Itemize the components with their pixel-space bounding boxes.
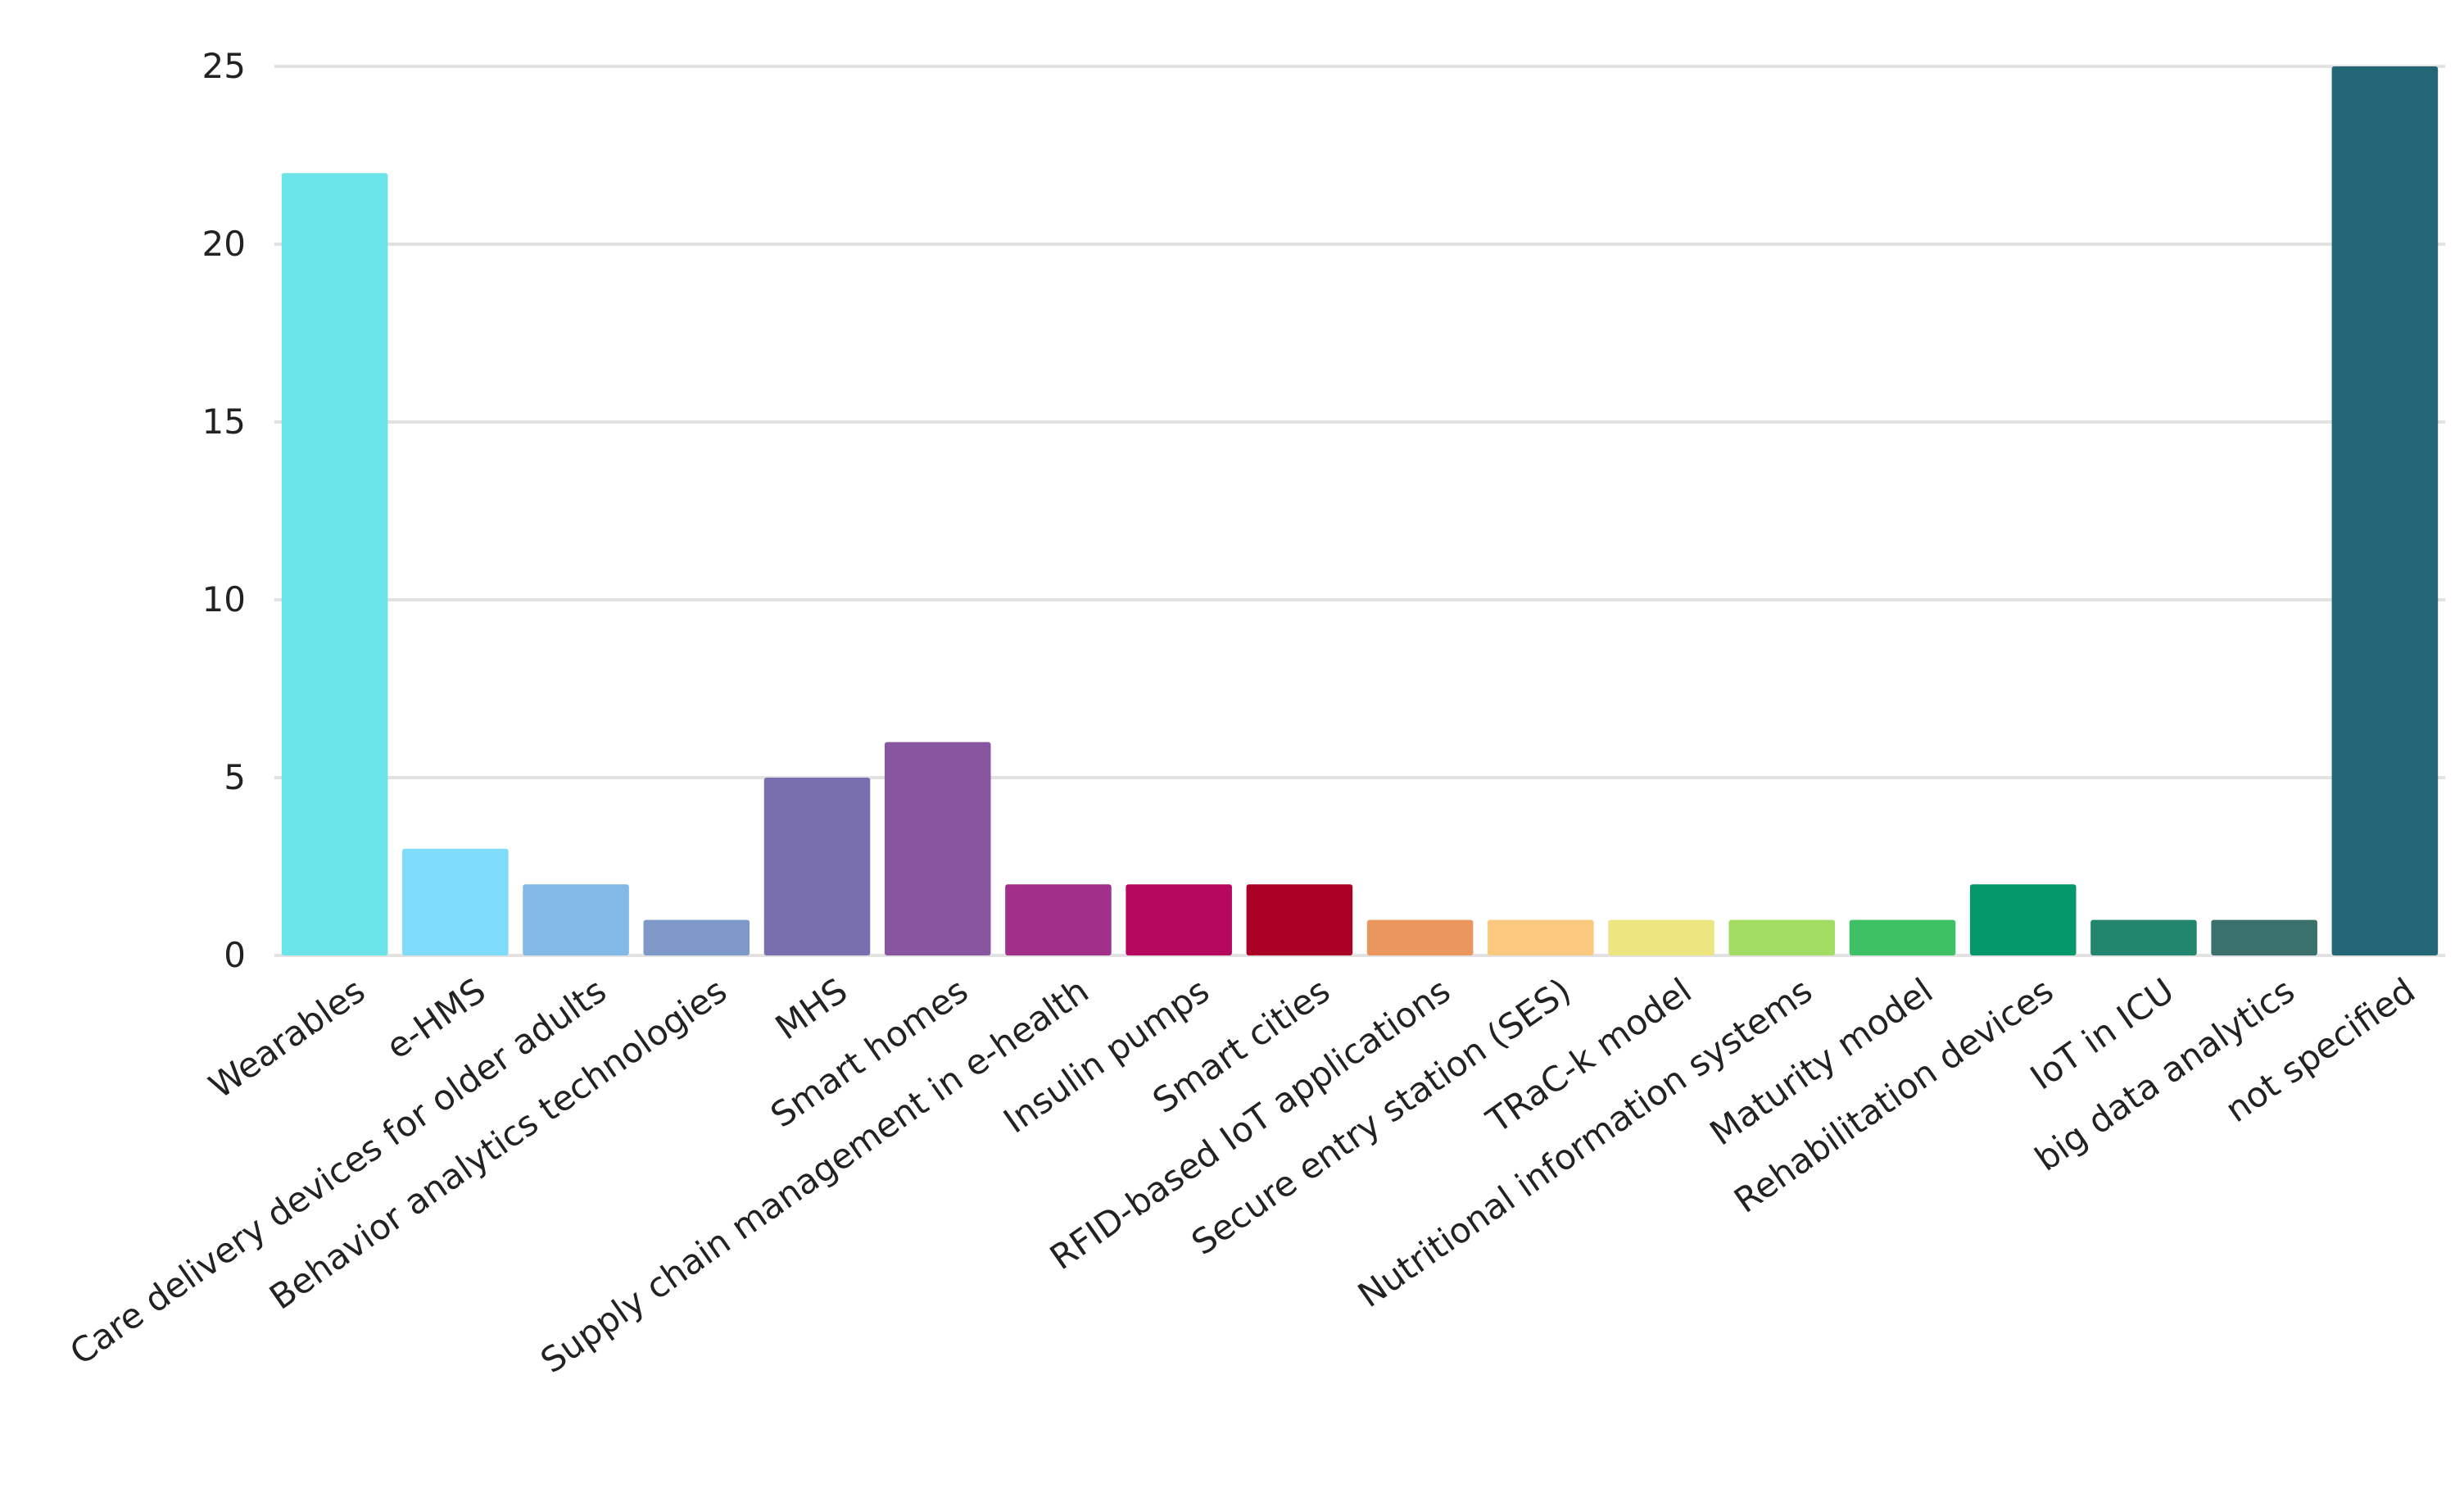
bar xyxy=(2211,919,2317,955)
bar xyxy=(1849,919,1956,955)
bar xyxy=(763,778,871,955)
x-tick-label: Wearables xyxy=(202,970,372,1106)
bar xyxy=(884,742,991,955)
bar xyxy=(1246,884,1353,955)
y-axis-tick-labels: 0 5 10 15 20 25 xyxy=(202,46,246,975)
bar xyxy=(1488,919,1594,955)
x-tick-label: MHS xyxy=(768,970,855,1047)
bars xyxy=(281,66,2439,955)
y-tick-label: 0 xyxy=(224,935,246,975)
bar xyxy=(1366,919,1474,955)
x-tick-label: Supply chain management in e-health xyxy=(533,970,1096,1381)
gridlines xyxy=(274,65,2445,957)
x-tick-label: Insulin pumps xyxy=(996,970,1216,1141)
bar xyxy=(402,848,509,955)
bar xyxy=(2331,66,2439,955)
bar xyxy=(1126,884,1232,955)
bar xyxy=(2090,919,2197,955)
bar xyxy=(1969,884,2077,955)
bar xyxy=(523,884,629,955)
y-tick-label: 10 xyxy=(202,579,246,619)
x-tick-label: Care delivery devices for older adults xyxy=(62,970,613,1373)
y-tick-label: 25 xyxy=(202,46,246,86)
y-tick-label: 20 xyxy=(202,224,246,264)
bar xyxy=(281,173,388,955)
bar xyxy=(1728,919,1836,955)
bar xyxy=(1005,884,1112,955)
y-tick-label: 5 xyxy=(224,757,246,797)
bar xyxy=(1608,919,1714,955)
y-tick-label: 15 xyxy=(202,402,246,442)
bar xyxy=(643,919,750,955)
